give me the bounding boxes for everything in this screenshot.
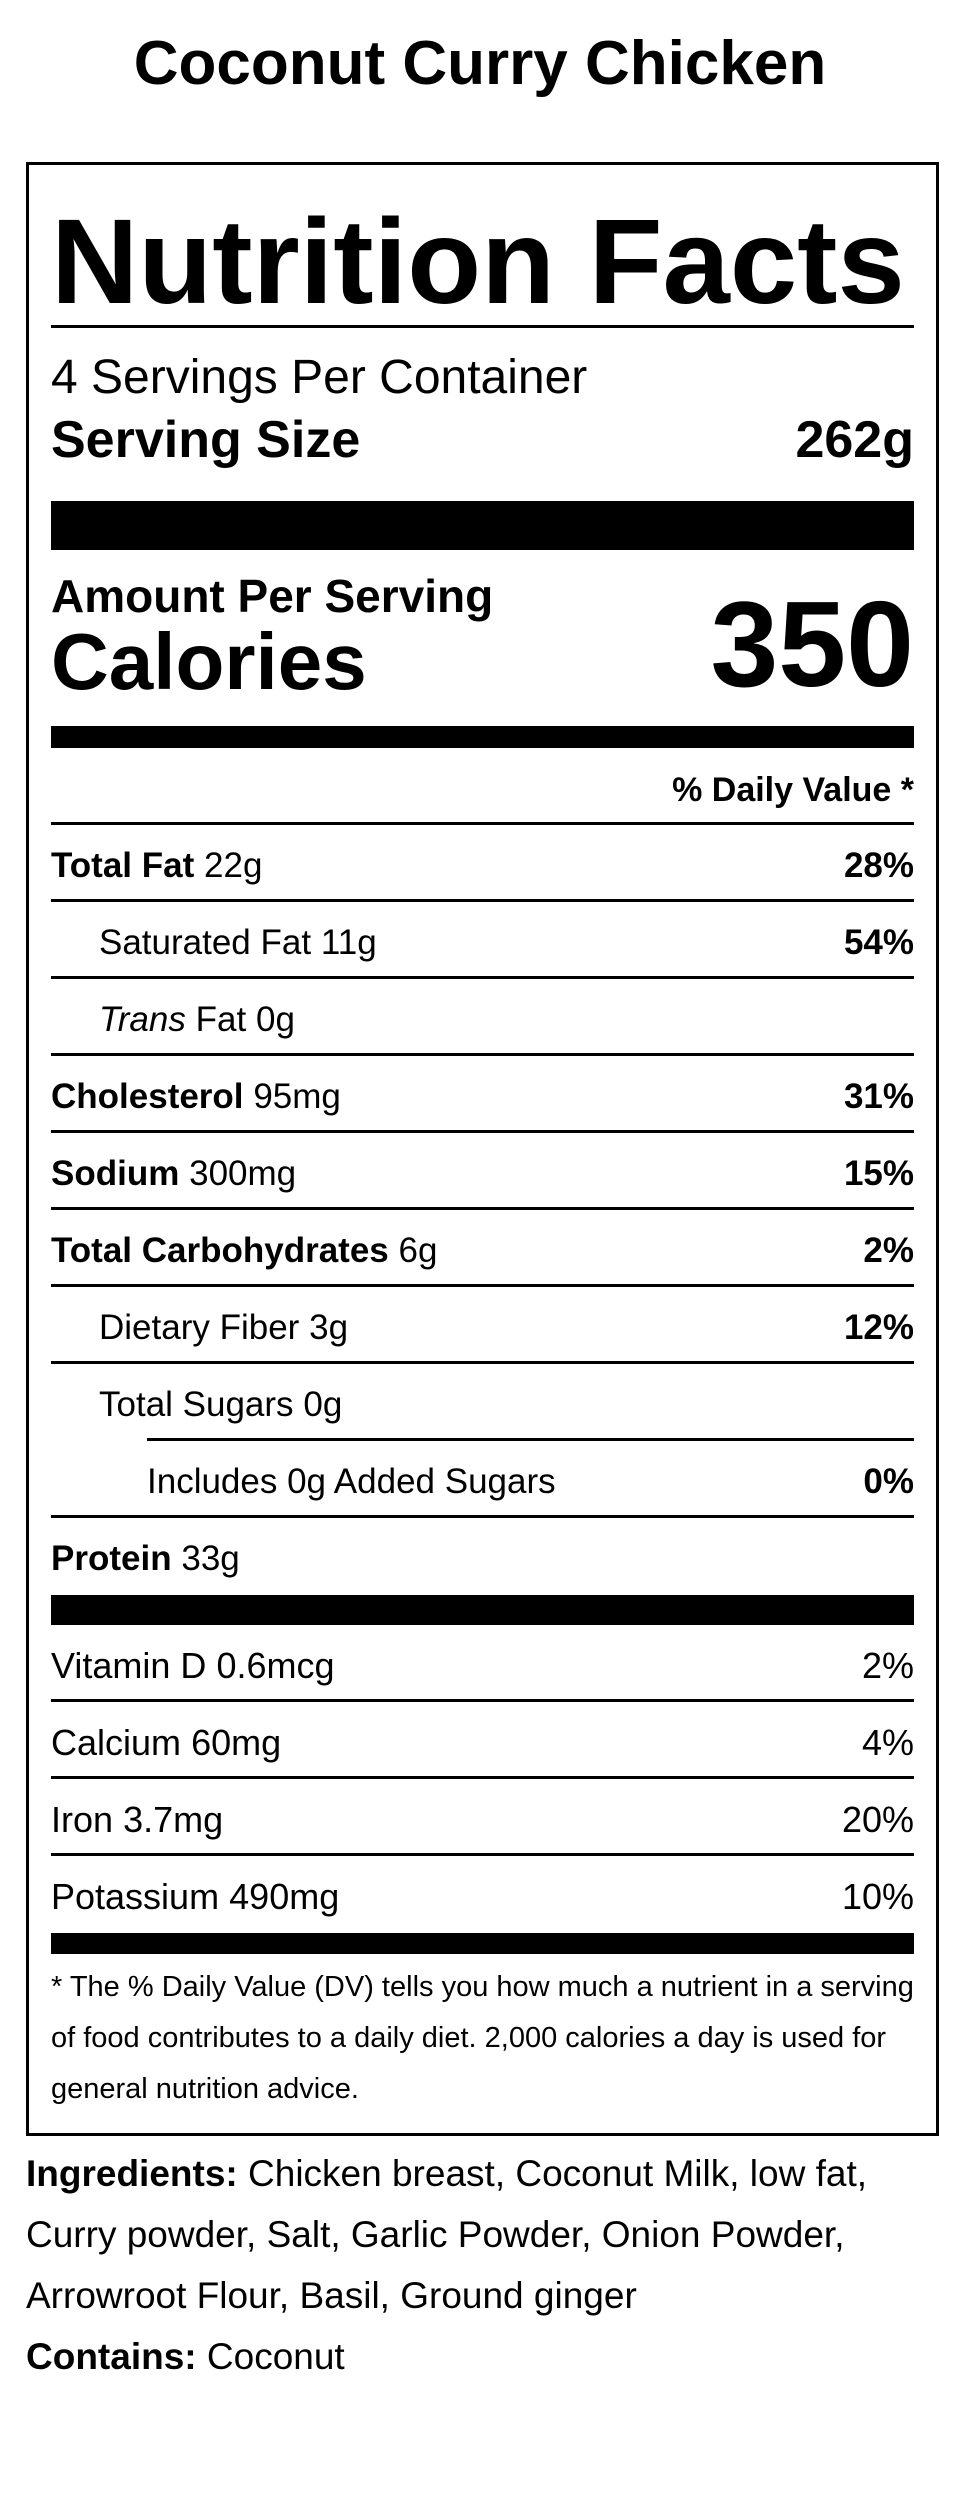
nutrient-name-italic: Trans: [99, 999, 186, 1039]
nutrient-amount: 11g: [320, 922, 377, 962]
contains-text: Coconut: [206, 2336, 345, 2377]
nutrient-amount: 490mg: [229, 1875, 340, 1917]
nutrient-amount: 0.6mcg: [216, 1644, 335, 1686]
nutrient-name: Calcium: [51, 1721, 182, 1763]
nutrient-name: Sodium: [51, 1153, 180, 1193]
vitamin-list: Vitamin D 0.6mcg 2% Calcium 60mg 4% Iron 3.7mg 2…: [51, 1625, 914, 1933]
nutrition-label: Nutrition Facts 4 Servings Per Container…: [26, 162, 939, 2136]
nutrient-name: Dietary Fiber: [99, 1307, 300, 1347]
nutrient-amount: 0g: [303, 1384, 343, 1424]
daily-value: 15%: [843, 1153, 914, 1193]
vitamin-row: Vitamin D 0.6mcg 2%: [51, 1625, 914, 1702]
contains: Contains: Coconut: [26, 2326, 946, 2387]
nutrient-name: Total Carbohydrates: [51, 1230, 389, 1270]
daily-value: 28%: [843, 845, 914, 885]
nutrient-name: Includes 0g Added Sugars: [147, 1461, 556, 1501]
amount-per-serving: Amount Per Serving: [51, 570, 494, 622]
label-heading: Nutrition Facts: [51, 165, 914, 328]
contains-label: Contains:: [26, 2336, 197, 2377]
serving-size-row: Serving Size 262g: [51, 410, 914, 470]
medium-rule: [51, 726, 914, 748]
nutrient-name-group: Dietary Fiber 3g: [51, 1308, 348, 1348]
nutrient-name: Total Sugars: [99, 1384, 294, 1424]
nutrient-row: Includes 0g Added Sugars 0%: [51, 1441, 914, 1518]
daily-value: 0%: [863, 1461, 914, 1501]
nutrient-row: Cholesterol 95mg 31%: [51, 1056, 914, 1133]
nutrient-row: Total Fat 22g 28%: [51, 825, 914, 902]
nutrient-name: Cholesterol: [51, 1076, 244, 1116]
ingredients-label: Ingredients:: [26, 2153, 238, 2194]
nutrient-name-group: Total Fat 22g: [51, 846, 262, 886]
vitamin-row: Iron 3.7mg 20%: [51, 1779, 914, 1856]
servings: 4 Servings Per Container: [51, 351, 588, 404]
nutrient-row: Total Sugars 0g: [51, 1364, 914, 1441]
nutrient-row: Sodium 300mg 15%: [51, 1133, 914, 1210]
serving-size: 262g: [795, 411, 914, 469]
thick-rule: [51, 1595, 914, 1625]
nutrient-name: Fat: [195, 999, 247, 1039]
recipe-title: Coconut Curry Chicken: [133, 29, 827, 98]
nutrient-name: Potassium: [51, 1875, 220, 1917]
nutrient-name: Protein: [51, 1538, 172, 1578]
nutrient-amount: 22g: [204, 845, 263, 885]
nutrient-amount: 3.7mg: [123, 1798, 224, 1840]
daily-value-header: % Daily Value *: [51, 748, 914, 825]
nutrient-name-group: Total Carbohydrates 6g: [51, 1231, 437, 1271]
nutrient-amount: 60mg: [191, 1721, 282, 1763]
nutrient-amount: 0g: [256, 999, 295, 1039]
nutrient-row: Protein 33g: [51, 1518, 914, 1595]
calories-block: Amount Per Serving Calories 350: [51, 571, 914, 726]
daily-value: 2%: [863, 1230, 914, 1270]
nutrient-name-group: Includes 0g Added Sugars: [51, 1462, 556, 1502]
nutrient-list: Total Fat 22g 28% Saturated Fat 11g 54% Trans F…: [51, 825, 914, 1595]
nutrient-name-group: Calcium 60mg: [51, 1722, 281, 1764]
nutrient-name-group: Total Sugars 0g: [51, 1385, 342, 1425]
nutrient-amount: 95mg: [253, 1076, 341, 1116]
nutrient-name-group: Sodium 300mg: [51, 1154, 296, 1194]
nutrient-name-group: Vitamin D 0.6mcg: [51, 1645, 335, 1687]
ingredients-block: Ingredients: Chicken breast, Coconut Mil…: [26, 2143, 946, 2387]
daily-value: 54%: [843, 922, 914, 962]
daily-value: 4%: [861, 1721, 914, 1763]
nutrient-amount: 33g: [181, 1538, 240, 1578]
nutrient-name-group: Trans Fat 0g: [51, 1000, 295, 1040]
daily-value: 20%: [841, 1798, 914, 1840]
nutrient-name: Vitamin D: [51, 1644, 207, 1686]
nutrient-amount: 300mg: [189, 1153, 297, 1193]
nutrient-row: Total Carbohydrates 6g 2%: [51, 1210, 914, 1287]
daily-value: 2%: [861, 1644, 914, 1686]
vitamin-row: Potassium 490mg 10%: [51, 1856, 914, 1933]
nutrient-name: Total Fat: [51, 845, 195, 885]
nutrient-name-group: Iron 3.7mg: [51, 1799, 223, 1841]
vitamin-row: Calcium 60mg 4%: [51, 1702, 914, 1779]
nutrient-name-group: Saturated Fat 11g: [51, 923, 377, 963]
calories-label: Calories: [51, 617, 367, 706]
nutrient-row: Dietary Fiber 3g 12%: [51, 1287, 914, 1364]
serving-size-label: Serving Size: [51, 411, 361, 469]
nutrient-name: Saturated Fat: [99, 922, 312, 962]
ingredients: Ingredients: Chicken breast, Coconut Mil…: [26, 2143, 946, 2326]
nutrient-name-group: Potassium 490mg: [51, 1876, 339, 1918]
nutrient-amount: 3g: [309, 1307, 349, 1347]
nutrient-name-group: Protein 33g: [51, 1539, 240, 1579]
medium-rule: [51, 1933, 914, 1954]
footnote: * The % Daily Value (DV) tells you how m…: [51, 1971, 914, 2105]
nutrient-name-group: Cholesterol 95mg: [51, 1077, 341, 1117]
thick-rule: [51, 501, 914, 550]
calories-value: 350: [710, 576, 914, 712]
ingredients-text: Chicken breast, Coconut Milk, low fat, C…: [26, 2153, 868, 2316]
nutrient-row: Saturated Fat 11g 54%: [51, 902, 914, 979]
daily-value: 12%: [843, 1307, 914, 1347]
nutrient-name: Iron: [51, 1798, 114, 1840]
nutrient-row: Trans Fat 0g: [51, 979, 914, 1056]
daily-value: 31%: [843, 1076, 914, 1116]
daily-value: 10%: [841, 1875, 914, 1917]
nutrient-amount: 6g: [398, 1230, 438, 1270]
